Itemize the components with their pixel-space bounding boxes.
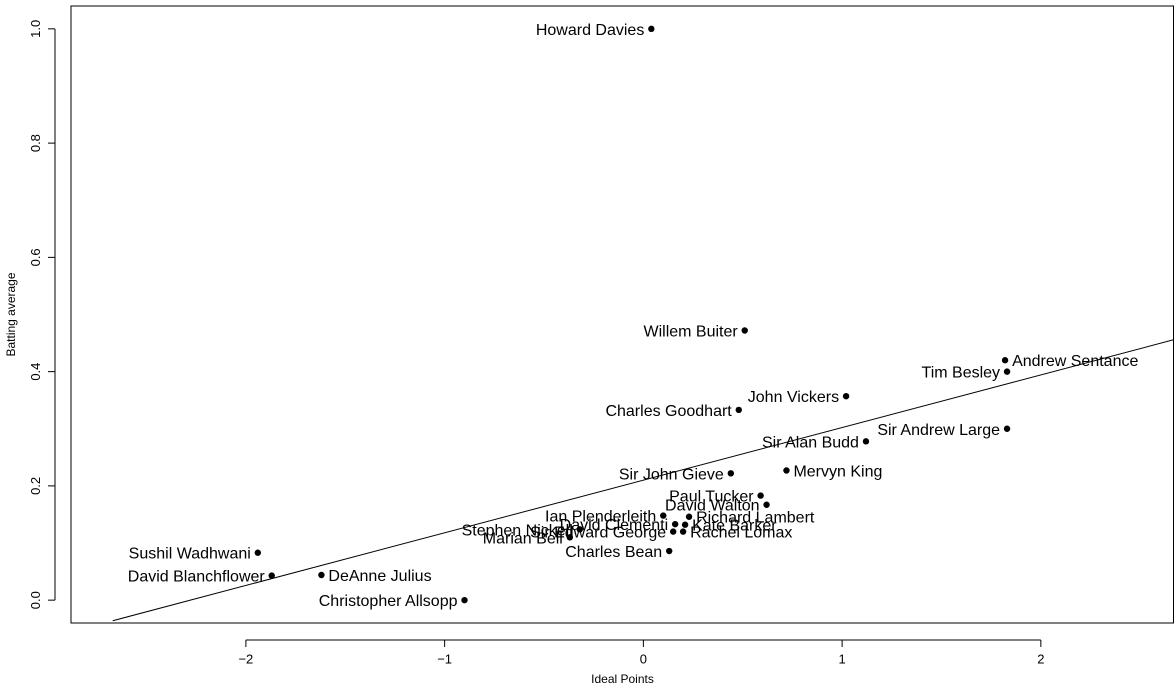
data-point-label: Tim Besley xyxy=(922,365,1001,382)
data-point-label: Sir John Gieve xyxy=(619,466,724,483)
y-tick-label: 0.4 xyxy=(28,363,43,381)
data-point-label: Christopher Allsopp xyxy=(319,593,458,610)
data-point xyxy=(318,571,325,579)
data-point xyxy=(660,512,667,519)
data-point-label: Richard Lambert xyxy=(696,510,815,527)
data-point xyxy=(757,492,764,499)
data-point xyxy=(254,549,262,556)
x-tick-label: 0 xyxy=(640,652,647,667)
data-point-label: Mervyn King xyxy=(793,463,882,480)
data-point-label: Paul Tucker xyxy=(669,489,754,506)
data-point xyxy=(268,572,275,579)
data-point xyxy=(669,528,677,535)
data-point xyxy=(461,596,468,604)
data-point-label: DeAnne Julius xyxy=(328,568,431,585)
data-point xyxy=(671,520,679,528)
data-point-label: Charles Bean xyxy=(565,544,662,561)
data-point-label: Sir Andrew Large xyxy=(877,422,1000,439)
data-point xyxy=(666,547,673,555)
y-tick-label: 0.2 xyxy=(28,477,43,495)
data-point xyxy=(1001,357,1009,364)
x-axis-label: Ideal Points xyxy=(591,672,654,686)
data-point xyxy=(1003,368,1011,375)
data-point-label: Sir Alan Budd xyxy=(762,434,859,451)
data-point xyxy=(681,521,689,528)
data-point xyxy=(727,470,735,477)
data-point-label: Charles Goodhart xyxy=(605,403,732,420)
data-point-label: Willem Buiter xyxy=(643,323,738,340)
data-point xyxy=(783,467,790,474)
data-point xyxy=(685,513,693,520)
data-point-label: Sushil Wadhwani xyxy=(129,546,251,563)
y-axis-label: Batting average xyxy=(4,272,18,356)
data-point-label: Ian Plenderleith xyxy=(545,509,656,526)
data-point xyxy=(842,392,850,400)
data-point xyxy=(741,327,748,334)
data-point-label: David Walton xyxy=(665,498,760,515)
data-point xyxy=(862,438,870,445)
data-point-label: David Blanchflower xyxy=(128,569,266,586)
data-point-label: David Clementi xyxy=(560,517,668,534)
data-point-label: Stephen Nickell xyxy=(462,522,573,539)
x-tick-label: 1 xyxy=(838,652,845,667)
x-tick-label: −1 xyxy=(437,652,452,667)
x-tick-label: 2 xyxy=(1037,652,1044,667)
data-point-label: Kate Barker xyxy=(692,518,777,535)
data-point xyxy=(1003,425,1011,432)
y-tick-label: 0.0 xyxy=(28,591,43,609)
data-point-label: Sir Edward George xyxy=(530,525,666,542)
y-tick-label: 0.6 xyxy=(28,248,43,266)
data-point xyxy=(576,526,583,533)
data-point xyxy=(648,25,655,33)
data-point xyxy=(566,534,574,541)
data-point-label: Marian Bell xyxy=(483,530,563,547)
y-tick-label: 0.8 xyxy=(28,134,43,152)
data-point xyxy=(735,406,742,414)
data-point xyxy=(679,528,687,535)
data-point-label: Howard Davies xyxy=(536,22,644,39)
data-point-label: John Vickers xyxy=(748,389,839,406)
y-tick-label: 1.0 xyxy=(28,20,43,38)
data-point-label: Rachel Lomax xyxy=(690,525,792,542)
trend-line xyxy=(112,339,1174,622)
data-point xyxy=(763,501,770,508)
data-point-label: Andrew Sentance xyxy=(1012,353,1138,370)
x-tick-label: −2 xyxy=(238,652,253,667)
